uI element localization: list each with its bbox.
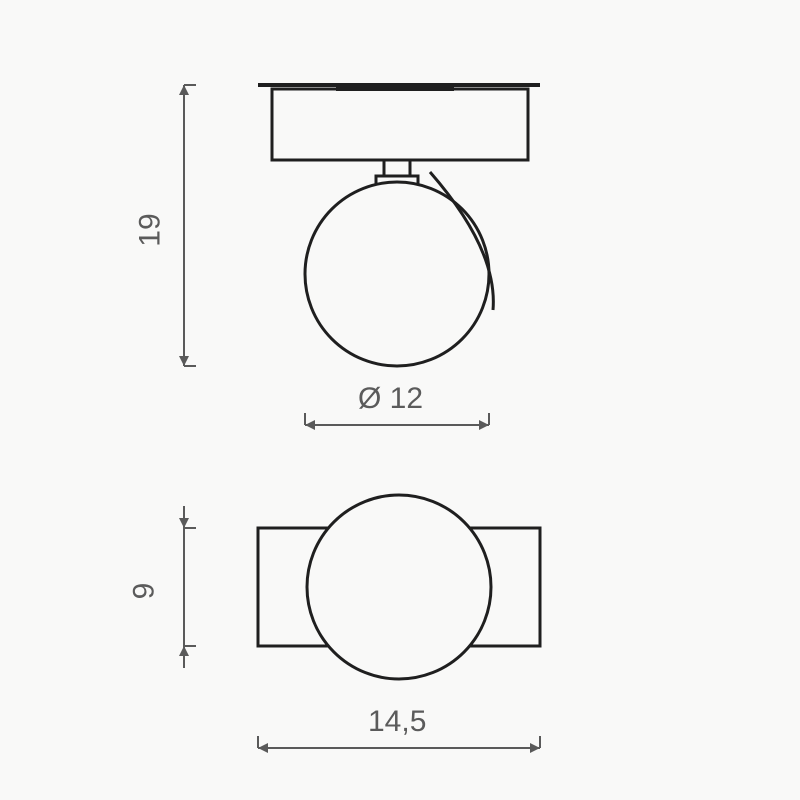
label-depth-9: 9 <box>127 583 161 600</box>
label-height-19: 19 <box>134 213 168 246</box>
label-diameter-12: Ø 12 <box>358 382 423 416</box>
label-width-14-5: 14,5 <box>368 705 426 739</box>
